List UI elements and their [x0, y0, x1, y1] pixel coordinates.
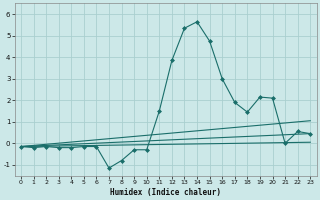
X-axis label: Humidex (Indice chaleur): Humidex (Indice chaleur) [110, 188, 221, 197]
